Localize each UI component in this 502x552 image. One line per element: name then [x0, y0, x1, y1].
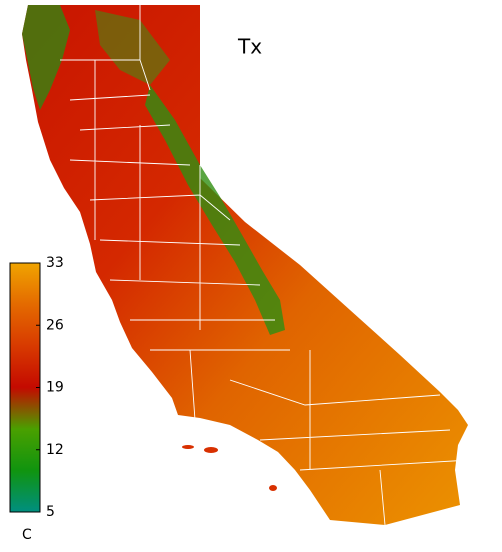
- colorbar-tick-label: 26: [46, 317, 64, 333]
- sierra-band: [145, 85, 285, 335]
- channel-islands: [182, 445, 277, 491]
- colorbar-tick-label: 19: [46, 380, 64, 396]
- colorbar: [9, 262, 41, 513]
- north-highlands: [22, 5, 70, 110]
- colorbar-unit: C: [22, 527, 32, 543]
- county-lines: [60, 5, 471, 526]
- colorbar-tick-label: 5: [46, 504, 55, 520]
- shasta-highlands: [95, 10, 170, 85]
- colorbar-tick-label: 33: [46, 255, 64, 271]
- colorbar-tick-label: 12: [46, 442, 64, 458]
- map-title: Tx: [237, 35, 262, 59]
- california-map: [22, 5, 471, 526]
